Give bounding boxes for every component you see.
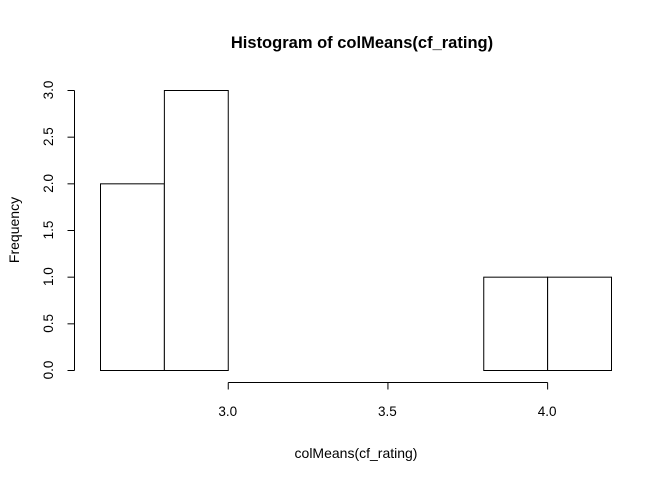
y-tick-label: 0.0 [41,361,56,380]
y-axis: 0.0 0.5 1.0 1.5 2.0 2.5 3.0 [41,81,75,380]
histogram-bar-1 [163,90,229,371]
y-tick-label: 3.0 [41,81,56,100]
histogram-bar-7 [547,276,612,371]
x-axis-label: colMeans(cf_rating) [295,445,418,461]
y-axis-label: Frequency [6,197,22,263]
histogram-bars [100,90,612,371]
x-tick-label: 4.0 [538,404,557,419]
y-tick-label: 1.0 [41,267,56,286]
histogram-bar-6 [483,276,549,371]
x-tick-label: 3.5 [378,404,397,419]
chart-title: Histogram of colMeans(cf_rating) [231,34,493,52]
y-tick-label: 1.5 [41,221,56,240]
x-tick-label: 3.0 [218,404,237,419]
y-tick-label: 2.0 [41,174,56,193]
histogram-bar-0 [100,183,165,371]
y-tick-label: 0.5 [41,314,56,333]
x-axis: 3.0 3.5 4.0 [218,382,557,419]
y-tick-label: 2.5 [41,127,56,146]
